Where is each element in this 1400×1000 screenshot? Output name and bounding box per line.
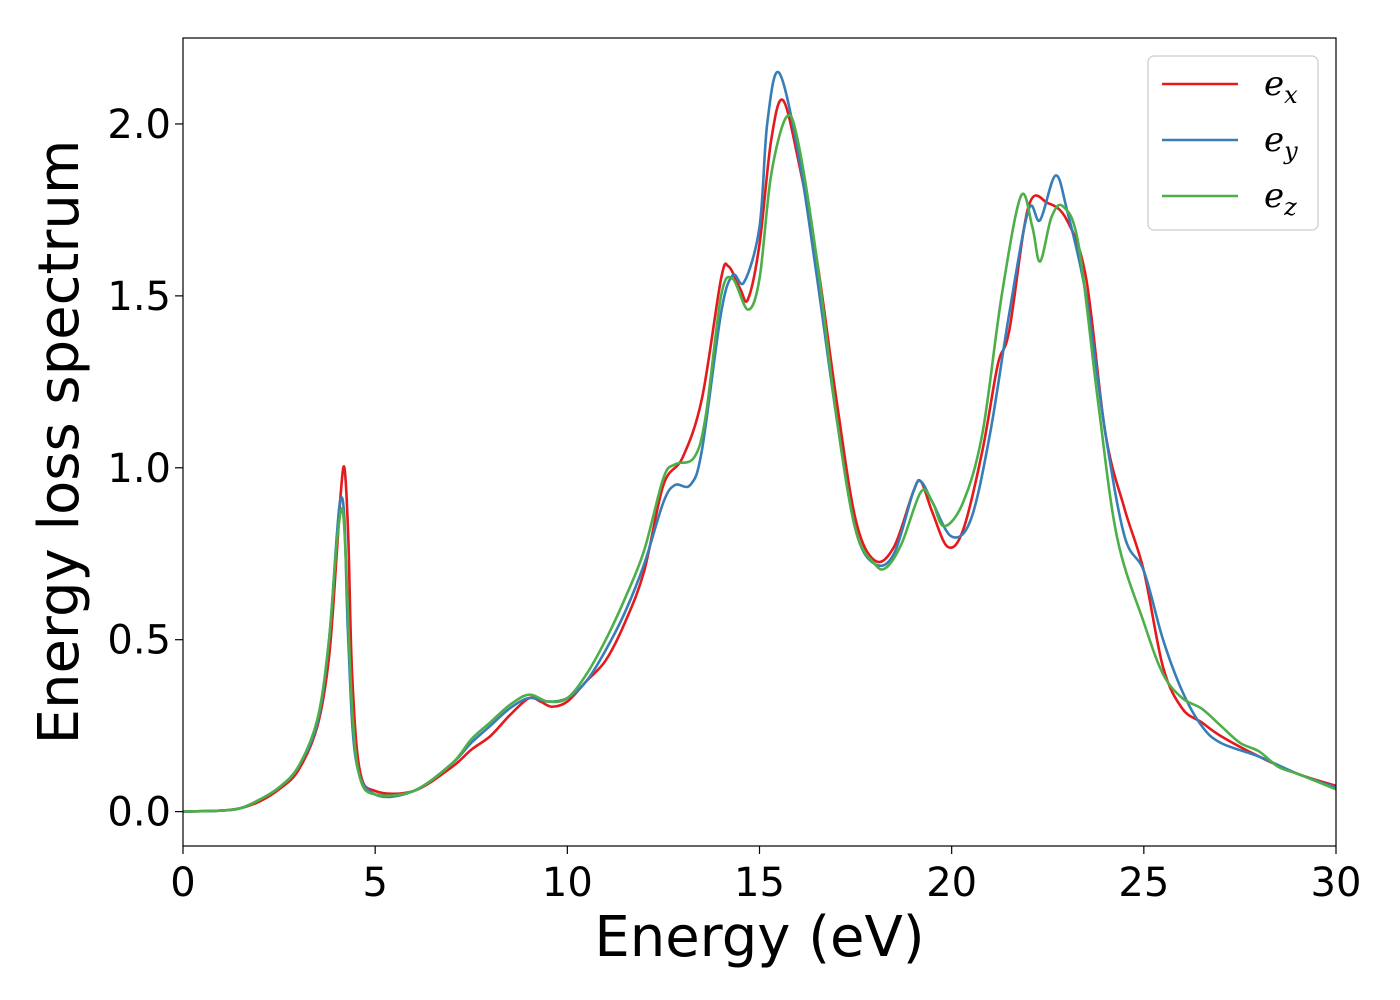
y-axis-title: Energy loss spectrum	[27, 140, 92, 745]
y-axis-ticks: 0.0 0.5 1.0 1.5 2.0	[107, 102, 183, 836]
x-axis-title: Energy (eV)	[594, 905, 924, 970]
legend-label-z: ez	[1264, 176, 1297, 221]
y-tick-label: 1.5	[107, 274, 171, 320]
series-layer	[183, 70, 1336, 813]
x-tick-label: 10	[542, 860, 593, 906]
legend-label-y: ey	[1264, 120, 1298, 165]
legend-label-x: ex	[1264, 64, 1298, 109]
legend-box	[1147, 55, 1319, 231]
x-tick-label: 15	[734, 860, 785, 906]
x-tick-label: 20	[926, 860, 977, 906]
x-tick-label: 30	[1311, 860, 1362, 906]
y-tick-label: 2.0	[107, 102, 171, 148]
plot-area	[183, 70, 1336, 813]
y-tick-label: 0.0	[107, 790, 171, 836]
x-tick-label: 25	[1118, 860, 1169, 906]
series-line-z	[183, 113, 1336, 813]
legend: ex ey ez	[1147, 55, 1319, 231]
x-tick-label: 0	[170, 860, 195, 906]
x-axis-ticks: 0 5 10 15 20 25 30	[170, 846, 1361, 906]
x-tick-label: 5	[362, 860, 387, 906]
y-tick-label: 0.5	[107, 618, 171, 664]
y-tick-label: 1.0	[107, 446, 171, 492]
